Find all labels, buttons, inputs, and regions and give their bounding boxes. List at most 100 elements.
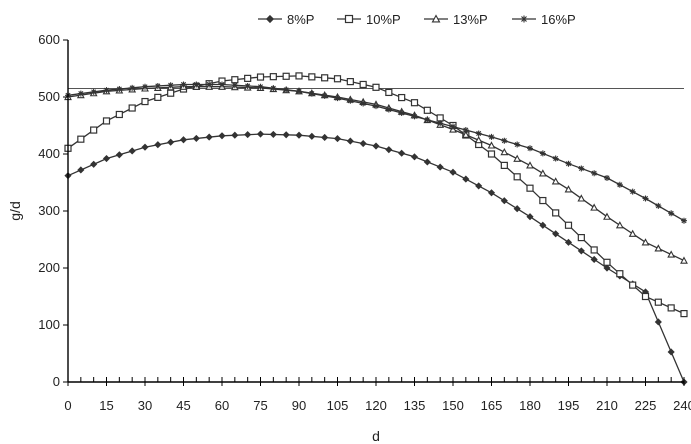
data-point	[500, 161, 508, 169]
data-point	[552, 230, 560, 238]
x-tick-label: 45	[176, 398, 190, 413]
data-point	[552, 155, 559, 162]
data-point	[564, 238, 573, 246]
data-point	[514, 141, 521, 148]
x-tick-label: 30	[138, 398, 152, 413]
data-point	[372, 83, 380, 91]
data-point	[436, 114, 444, 122]
data-point	[90, 126, 98, 134]
data-point	[372, 142, 380, 150]
data-point	[129, 84, 136, 91]
data-point	[423, 106, 431, 114]
x-tick-label: 105	[327, 398, 349, 413]
data-point	[513, 205, 521, 213]
data-point	[604, 174, 610, 181]
data-point	[244, 131, 252, 139]
data-point	[411, 113, 418, 120]
data-point	[487, 141, 496, 149]
data-point	[513, 154, 522, 162]
data-point	[308, 90, 315, 97]
legend-label: 8%P	[287, 12, 314, 27]
y-tick-label: 500	[38, 89, 60, 104]
data-point	[616, 181, 623, 188]
data-point	[283, 86, 290, 93]
data-point	[296, 88, 302, 95]
data-point	[385, 146, 393, 154]
data-point	[500, 147, 509, 156]
legend-marker	[344, 14, 354, 24]
data-point	[641, 238, 650, 246]
data-point	[501, 137, 508, 144]
data-point	[231, 131, 239, 139]
data-point	[360, 100, 367, 107]
data-point	[269, 73, 277, 81]
data-point	[680, 310, 688, 318]
data-point	[308, 73, 316, 81]
x-tick-label: 75	[253, 398, 267, 413]
x-tick-label: 120	[365, 398, 387, 413]
data-point	[282, 72, 290, 80]
plot-area	[68, 40, 684, 382]
data-point	[590, 246, 598, 254]
ticks-layer: 0 100 200 300 400 500 600 0 15 30 45 60 75 90 105 120 13…	[38, 32, 691, 413]
data-point	[269, 130, 277, 138]
data-point	[192, 134, 200, 142]
data-point	[308, 132, 316, 140]
data-point	[154, 82, 161, 89]
data-point	[154, 93, 162, 101]
data-point	[475, 130, 482, 137]
data-point	[295, 72, 303, 80]
legend-marker	[520, 15, 528, 23]
legend-label: 16%P	[541, 12, 576, 27]
series-16%P	[65, 81, 687, 224]
data-point	[256, 130, 265, 138]
x-tick-label: 90	[292, 398, 306, 413]
data-point	[526, 213, 534, 221]
data-point	[475, 182, 483, 190]
x-tick-label: 240	[673, 398, 691, 413]
data-point	[102, 154, 111, 163]
data-point	[616, 270, 624, 278]
data-point	[167, 82, 174, 89]
data-point	[462, 175, 470, 183]
data-point	[436, 163, 444, 171]
x-tick-label: 0	[64, 398, 71, 413]
y-tick-label: 600	[38, 32, 60, 47]
data-point	[450, 123, 456, 130]
data-point	[359, 80, 367, 89]
legend-item-8%P: 8%P	[258, 12, 314, 27]
data-point	[423, 158, 431, 166]
data-point	[629, 188, 636, 195]
data-point	[282, 131, 290, 139]
data-point	[642, 195, 649, 202]
data-point	[603, 258, 611, 266]
x-tick-label: 135	[404, 398, 426, 413]
data-point	[219, 81, 225, 88]
data-point	[603, 212, 611, 220]
y-axis-label: g/d	[7, 201, 23, 220]
data-point	[256, 73, 265, 81]
data-point	[244, 82, 251, 89]
data-point	[628, 229, 637, 237]
data-point	[77, 90, 84, 97]
data-point	[154, 141, 162, 149]
data-point	[346, 78, 354, 86]
data-point	[270, 85, 277, 92]
data-point	[552, 209, 560, 217]
data-point	[667, 250, 676, 258]
data-point	[681, 217, 687, 224]
data-point	[141, 143, 149, 151]
data-point	[654, 318, 662, 326]
data-point	[385, 88, 393, 97]
data-point	[347, 97, 354, 104]
data-point	[167, 89, 175, 97]
data-point	[539, 150, 546, 157]
data-point	[526, 161, 534, 169]
data-point	[346, 137, 354, 145]
x-axis-label: d	[372, 428, 380, 444]
y-tick-label: 100	[38, 317, 60, 332]
data-point	[321, 92, 328, 99]
legend-marker	[431, 14, 441, 23]
legend: 8%P 10%P 13%P 16%P	[258, 12, 576, 27]
